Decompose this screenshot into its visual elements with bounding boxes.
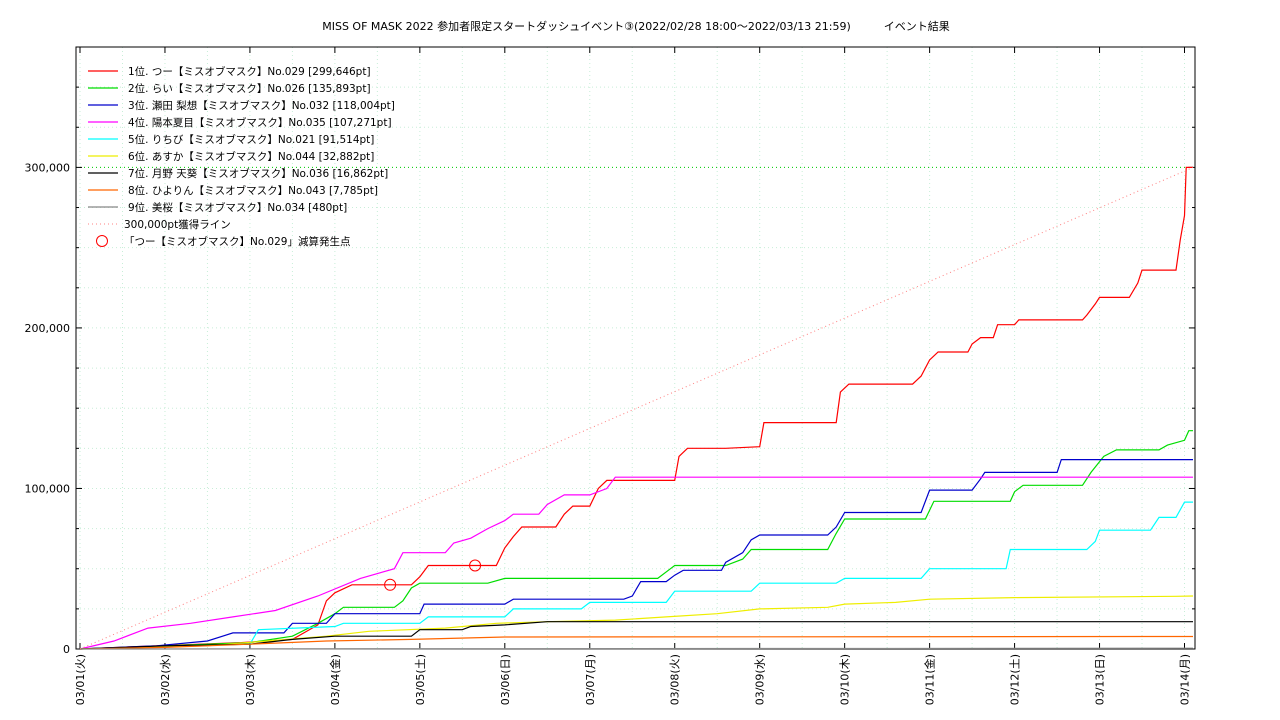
legend-label: 2位. らい【ミスオブマスク】No.026 [135,893pt] (128, 82, 371, 95)
x-tick-label: 03/07(月) (584, 654, 597, 705)
series-line (79, 430, 1193, 650)
y-tick-label: 100,000 (25, 482, 71, 495)
series-line (79, 635, 1194, 650)
series-line (79, 476, 1193, 650)
x-tick-label: 03/14(月) (1179, 654, 1192, 705)
x-tick-label: 03/06(日) (499, 654, 512, 705)
y-tick-label: 300,000 (25, 161, 71, 174)
legend-label: 6位. あすか【ミスオブマスク】No.044 [32,882pt] (128, 150, 374, 163)
series-line (79, 501, 1193, 650)
legend-label: 300,000pt獲得ライン (124, 218, 231, 231)
x-tick-label: 03/05(土) (414, 654, 427, 705)
legend-label: 「つー【ミスオブマスク】No.029」減算発生点 (124, 235, 350, 248)
x-tick-label: 03/01(火) (74, 654, 87, 705)
chart-title: MISS OF MASK 2022 参加者限定スタートダッシュイベント③(202… (322, 20, 950, 33)
x-tick-label: 03/10(木) (839, 654, 852, 705)
x-tick-label: 03/02(水) (159, 654, 172, 705)
series-line (79, 595, 1194, 650)
legend-label: 5位. りちび【ミスオブマスク】No.021 [91,514pt] (128, 133, 374, 146)
x-tick-label: 03/13(日) (1094, 654, 1107, 705)
x-tick-label: 03/11(金) (923, 654, 937, 705)
x-tick-label: 03/08(火) (669, 654, 682, 705)
deduction-marker (384, 578, 397, 591)
x-tick-label: 03/09(水) (754, 654, 767, 705)
series-line (79, 459, 1193, 650)
y-tick-label: 200,000 (25, 322, 71, 335)
x-tick-label: 03/03(木) (244, 654, 257, 705)
legend-label: 8位. ひよりん【ミスオブマスク】No.043 [7,785pt] (128, 184, 378, 197)
deduction-marker (469, 559, 482, 572)
series-line (79, 166, 1193, 650)
x-tick-label: 03/12(土) (1009, 654, 1022, 705)
legend-label: 3位. 瀬田 梨想【ミスオブマスク】No.032 [118,004pt] (128, 99, 395, 112)
y-tick-label: 0 (63, 643, 70, 656)
legend-label: 7位. 月野 天葵【ミスオブマスク】No.036 [16,862pt] (128, 167, 388, 180)
legend-label: 4位. 陽本夏目【ミスオブマスク】No.035 [107,271pt] (128, 116, 392, 129)
series-line (79, 647, 1194, 650)
x-tick-label: 03/04(金) (328, 654, 342, 705)
legend-label: 1位. つー【ミスオブマスク】No.029 [299,646pt] (128, 65, 371, 78)
legend-marker (96, 235, 108, 247)
legend-label: 9位. 美桜【ミスオブマスク】No.034 [480pt] (128, 201, 347, 214)
